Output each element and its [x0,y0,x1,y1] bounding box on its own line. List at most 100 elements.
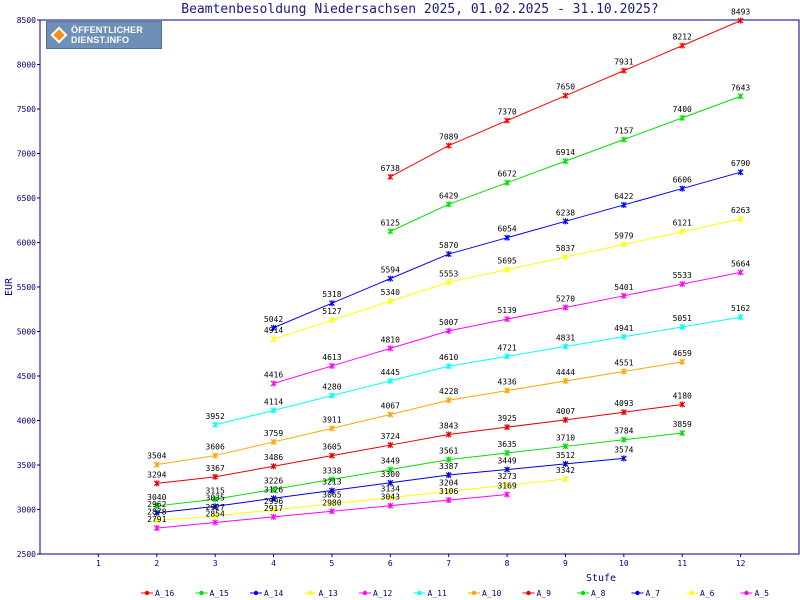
data-point [328,500,335,507]
legend-marker [635,590,640,596]
data-label: 5553 [439,269,458,278]
data-point [679,185,686,192]
data-label: 4007 [556,407,575,416]
data-label: 4810 [381,335,400,344]
data-point [562,218,569,225]
legend-marker [744,590,749,596]
y-tick-label: 6500 [17,194,36,203]
data-point [620,201,627,208]
data-label: 6263 [731,206,750,215]
data-label: 3043 [381,493,400,502]
legend-item: A_6 [686,589,715,598]
data-label: 3106 [439,487,458,496]
x-tick-label: 7 [446,559,451,568]
series-a-8 [153,430,686,509]
data-label: 4831 [556,334,575,343]
data-point [328,487,335,494]
series-a-9 [153,401,686,487]
data-label: 3859 [673,420,692,429]
data-label: 4280 [322,383,341,392]
data-point [445,431,452,438]
data-label: 4416 [264,370,283,379]
data-point [212,452,219,459]
legend-item: A_8 [577,589,606,598]
series-line [156,432,683,507]
data-point [737,93,744,100]
data-label: 3759 [264,429,283,438]
legend-marker [417,590,422,596]
legend-item: A_5 [740,589,769,598]
data-point [387,173,394,180]
data-point [504,179,511,186]
data-point [270,407,277,414]
y-tick-label: 3500 [17,461,36,470]
series-line [156,361,683,466]
data-label: 5318 [322,290,341,299]
data-label: 7157 [614,127,633,136]
data-point [562,443,569,450]
data-point [504,387,511,394]
legend-label: A_7 [646,589,661,598]
data-label: 3605 [322,443,341,452]
data-point [328,392,335,399]
series-line [273,171,741,329]
data-label: 7643 [731,83,750,92]
legend-label: A_9 [537,589,552,598]
data-point [679,401,686,408]
data-point [679,323,686,330]
data-label: 7931 [614,58,633,67]
data-point [737,17,744,24]
legend-item: A_13 [304,589,338,598]
legend-label: A_13 [319,589,338,598]
data-label: 8493 [731,8,750,17]
data-label: 3911 [322,415,341,424]
legend-marker [689,590,695,596]
data-point [387,502,394,509]
legend-label: A_10 [482,589,501,598]
data-label: 3342 [556,466,575,475]
x-tick-label: 2 [154,559,159,568]
data-point [504,424,511,431]
data-label: 4914 [264,326,283,335]
data-label: 3635 [497,440,516,449]
data-label: 3387 [439,462,458,471]
series-line [156,478,566,521]
x-tick-label: 6 [388,559,393,568]
data-point [562,377,569,384]
y-tick-label: 4500 [17,372,36,381]
data-point [620,333,627,340]
data-point [620,241,627,248]
data-label: 5139 [497,306,516,315]
data-point [212,473,219,480]
data-point [328,476,335,483]
data-label: 7400 [673,105,692,114]
data-point [387,275,394,282]
data-point [737,216,744,223]
data-label: 6790 [731,159,750,168]
legend-label: A_8 [591,589,606,598]
data-point [387,377,394,384]
x-tick-label: 5 [330,559,335,568]
data-label: 3449 [497,457,516,466]
data-label: 4067 [381,402,400,411]
data-label: 3367 [206,464,225,473]
data-point [679,430,686,437]
y-tick-label: 5000 [17,328,36,337]
legend-label: A_14 [264,589,283,598]
data-label: 7089 [439,133,458,142]
data-label: 5042 [264,315,283,324]
data-label: 3952 [206,412,225,421]
data-label: 7370 [497,108,516,117]
data-point [153,480,160,487]
data-label: 6422 [614,192,633,201]
data-point [212,421,219,428]
data-label: 4610 [439,353,458,362]
data-label: 6429 [439,191,458,200]
x-tick-label: 10 [619,559,629,568]
series-a-12 [270,269,744,387]
data-point [679,281,686,288]
legend-label: A_11 [428,589,447,598]
data-point [562,460,569,467]
data-point [679,42,686,49]
